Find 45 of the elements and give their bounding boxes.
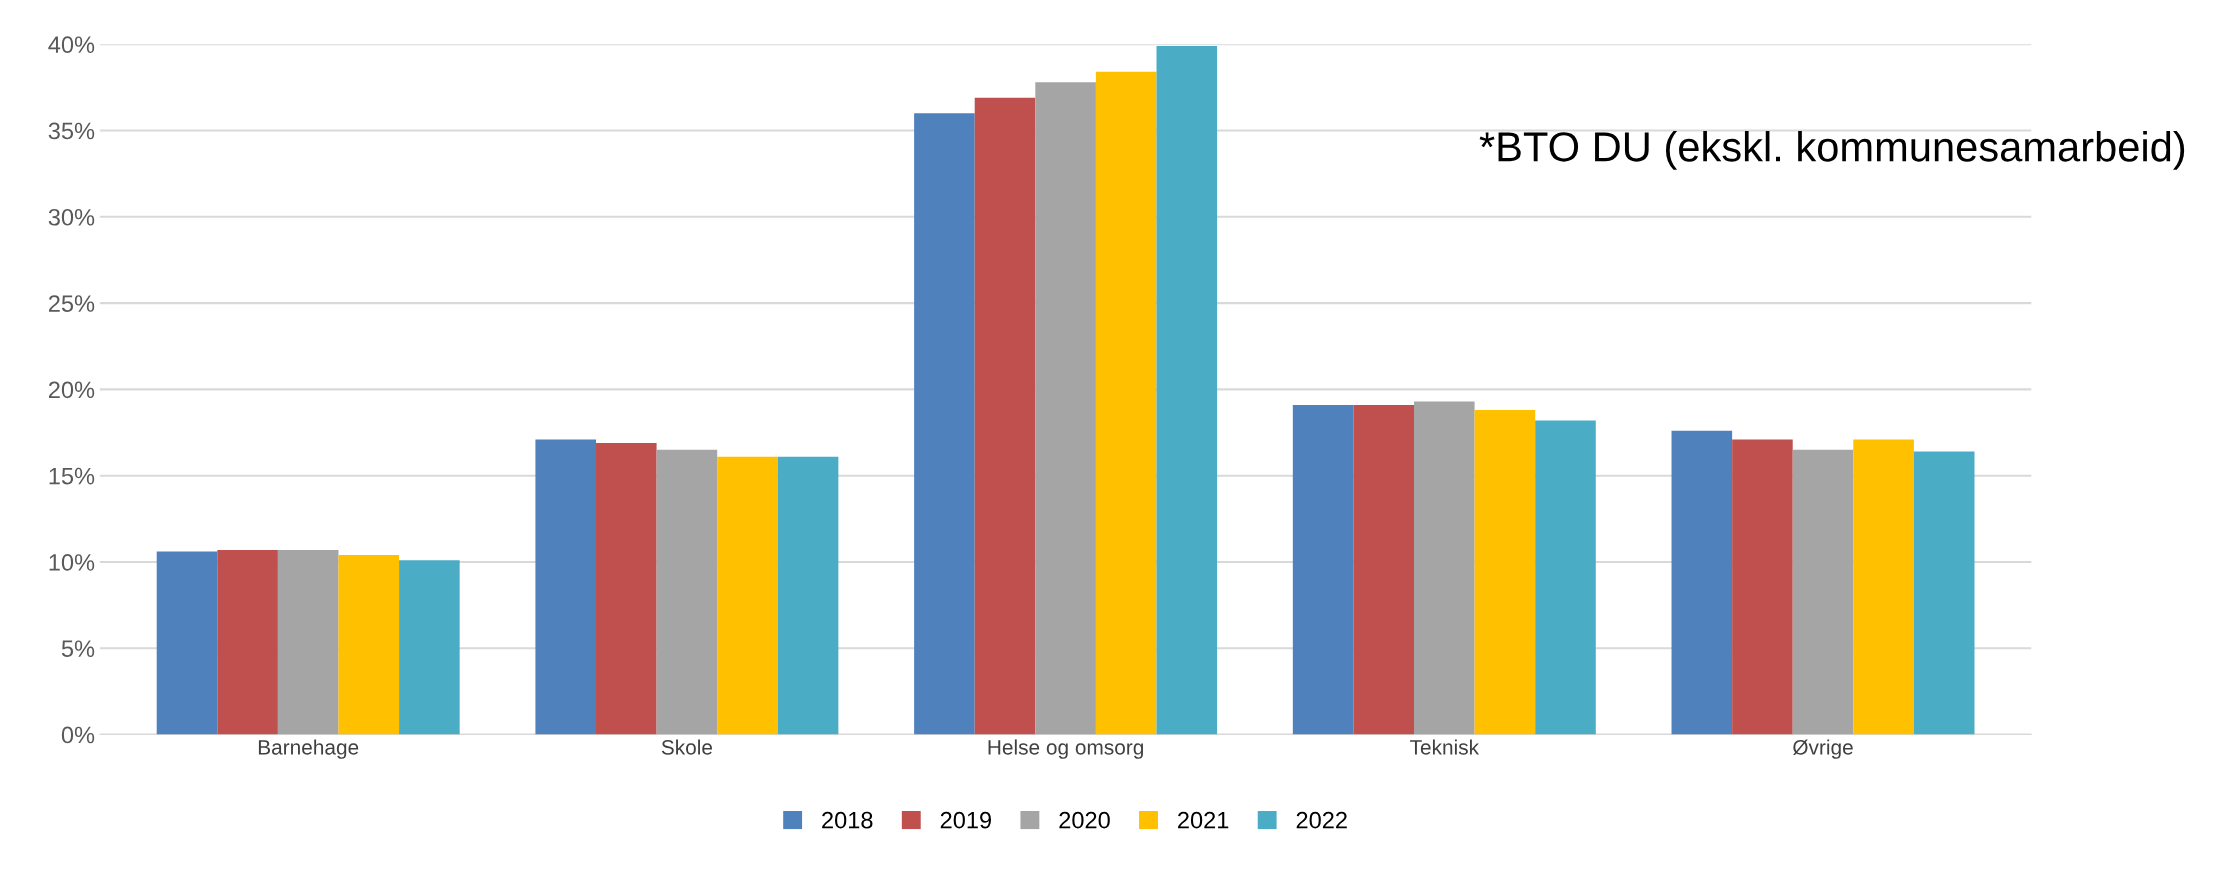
x-tick-label: Barnehage [258,739,359,759]
bar [1732,439,1793,735]
bar [717,456,778,735]
y-tick-label: 25% [48,295,95,312]
legend-label: 2020 [1059,811,1110,829]
bar [974,97,1036,735]
x-tick-label: Teknisk [1410,739,1480,755]
x-tick-label: Øvrige [1793,739,1853,759]
y-tick-label: 35% [48,122,95,140]
y-tick-label: 40% [48,36,95,54]
legend-label: 2018 [822,811,873,829]
bar [914,113,975,735]
bar [1095,71,1157,735]
legend-label: 2019 [940,811,991,829]
bar [777,456,839,735]
y-tick-label: 0% [61,726,95,744]
y-tick-label: 30% [48,208,95,226]
bar [399,560,460,735]
y-tick-label: 15% [49,467,95,485]
bar [1414,401,1475,735]
x-tick-label: Helse og omsorg [988,739,1143,759]
bar [1156,45,1218,735]
bar [1474,410,1536,735]
bar [535,439,596,735]
y-tick-label: 5% [61,640,95,658]
bar [1913,451,1975,735]
bar [217,549,278,735]
bar [277,549,339,735]
legend-label: 2022 [1296,811,1347,829]
legend-label: 2021 [1178,811,1229,829]
bar [1671,430,1733,735]
bar [1353,404,1415,735]
annotation: *BTO DU (ekskl. kommunesamarbeid) [1479,131,2185,170]
bar [1792,449,1854,735]
bar [596,442,657,735]
bar [156,551,218,735]
bar [1035,82,1096,735]
bar [1853,439,1914,735]
bar [338,555,400,735]
x-tick-label: Skole [661,739,713,755]
y-tick-label: 10% [49,554,95,571]
y-tick-label: 20% [48,381,95,399]
bar [656,449,718,735]
bar [1292,404,1354,735]
bar [1535,420,1596,735]
